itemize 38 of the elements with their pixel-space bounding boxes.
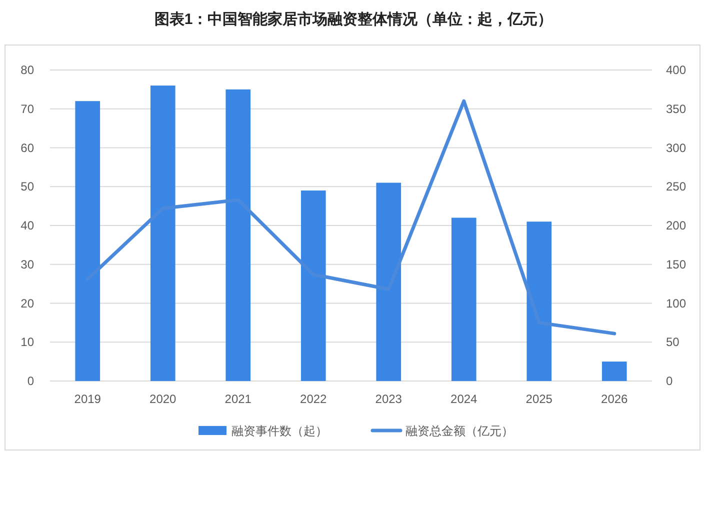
y2-tick-label: 50: [666, 335, 680, 350]
x-tick-label: 2021: [224, 392, 252, 406]
x-tick-label: 2020: [150, 392, 177, 406]
x-tick-label: 2026: [601, 392, 628, 406]
x-tick-label: 2022: [300, 392, 328, 406]
y-tick-label: 60: [20, 140, 34, 155]
y-tick-label: 30: [20, 257, 34, 272]
y2-tick-label: 300: [666, 140, 686, 155]
bar: [75, 101, 100, 381]
legend-label: 融资总金额（亿元）: [406, 424, 514, 438]
legend-label: 融资事件数（起）: [232, 424, 328, 438]
bar: [150, 86, 176, 381]
x-tick-label: 2019: [74, 392, 102, 406]
x-tick-label: 2023: [375, 392, 402, 406]
y-tick-label: 20: [20, 296, 34, 310]
chart-title: 图表1：中国智能家居市场融资整体情况（单位：起，亿元）: [154, 10, 553, 28]
y-tick-label: 80: [20, 63, 34, 77]
y2-tick-label: 250: [666, 180, 686, 194]
y2-tick-label: 100: [666, 296, 686, 310]
y-tick-label: 10: [20, 335, 34, 350]
y-tick-label: 70: [20, 102, 34, 116]
y2-tick-label: 150: [666, 257, 686, 272]
bar: [300, 190, 326, 381]
x-tick-label: 2024: [450, 392, 478, 406]
bar: [376, 182, 402, 381]
bar: [451, 218, 476, 381]
y-tick-label: 50: [20, 180, 34, 194]
y-tick-label: 0: [27, 374, 34, 388]
y2-tick-label: 400: [666, 63, 686, 77]
x-tick-label: 2025: [526, 392, 553, 406]
y2-tick-label: 350: [666, 102, 686, 116]
y-tick-label: 40: [20, 218, 34, 232]
y2-tick-label: 200: [666, 218, 686, 232]
y2-tick-label: 0: [666, 374, 673, 388]
line-series: [86, 99, 616, 336]
bar: [226, 89, 251, 381]
bar: [526, 222, 552, 381]
bar: [602, 362, 627, 381]
